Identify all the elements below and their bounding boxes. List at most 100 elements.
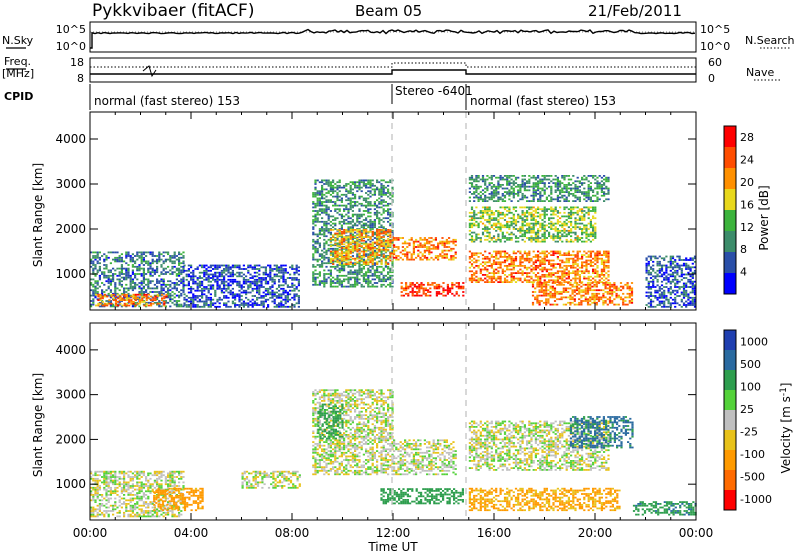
power-cell	[158, 292, 161, 295]
power-cell	[334, 208, 337, 211]
power-cell	[151, 260, 154, 263]
power-cell	[338, 258, 341, 261]
power-cell	[470, 281, 474, 283]
power-cell	[391, 264, 394, 266]
power-cell	[338, 282, 341, 284]
power-cell	[147, 278, 150, 281]
power-cell	[356, 186, 359, 189]
power-cell	[110, 302, 113, 305]
power-cell	[530, 211, 533, 214]
power-cell	[512, 217, 515, 220]
power-cell	[495, 268, 498, 271]
power-cell	[262, 273, 265, 276]
power-cell	[149, 264, 152, 266]
power-cell	[164, 301, 167, 304]
power-cell	[382, 267, 385, 270]
power-cell	[147, 262, 150, 265]
power-cell	[417, 240, 420, 243]
power-cell	[123, 273, 126, 275]
power-cell	[580, 294, 583, 297]
power-cell	[594, 272, 597, 274]
power-cell	[477, 277, 480, 280]
power-cell	[238, 300, 241, 303]
power-cell	[565, 219, 568, 221]
power-cell	[201, 295, 204, 297]
power-cell	[198, 280, 201, 283]
power-cell	[521, 213, 524, 216]
power-cell	[365, 259, 368, 262]
power-cell	[334, 210, 337, 212]
power-cell	[523, 215, 526, 218]
power-cell	[323, 201, 326, 203]
power-cell	[441, 249, 444, 252]
power-cell	[345, 263, 348, 265]
power-cell	[473, 254, 476, 256]
power-cell	[131, 303, 134, 306]
power-cell	[473, 211, 476, 214]
power-cell	[567, 208, 570, 211]
power-cell	[367, 258, 370, 261]
power-cell	[136, 265, 139, 268]
power-cell	[506, 281, 509, 283]
power-cell	[576, 240, 579, 243]
power-cell	[415, 246, 418, 248]
power-cell	[541, 233, 544, 236]
power-cell	[158, 253, 161, 256]
power-cell	[362, 247, 366, 249]
power-cell	[415, 238, 418, 241]
power-cell	[147, 271, 150, 274]
power-cell	[141, 297, 144, 300]
power-cell	[142, 267, 145, 270]
power-cell	[380, 213, 383, 216]
power-cell	[571, 291, 574, 293]
power-cell	[362, 179, 365, 182]
power-cell	[358, 234, 361, 237]
power-cell	[227, 282, 230, 285]
power-cell	[592, 226, 595, 229]
power-cell	[373, 211, 376, 214]
cpid-row: CPID normal (fast stereo) 153 Stereo -64…	[4, 84, 616, 110]
power-cell	[332, 181, 335, 184]
power-cell	[576, 256, 579, 258]
power-cell	[397, 237, 400, 239]
power-cell	[289, 266, 292, 269]
power-cell	[286, 305, 289, 308]
power-cell	[278, 296, 281, 299]
power-cell	[405, 283, 408, 286]
power-cell	[495, 254, 498, 256]
power-cell	[371, 238, 374, 241]
power-cell	[565, 259, 568, 262]
power-cell	[607, 270, 610, 273]
power-cell	[387, 208, 390, 211]
power-cell	[592, 257, 595, 260]
power-cell	[271, 293, 274, 296]
power-cell	[553, 282, 557, 284]
power-cell	[548, 281, 551, 283]
power-cell	[594, 252, 597, 255]
power-cell	[253, 304, 256, 306]
power-cell	[256, 284, 259, 287]
power-cell	[402, 287, 405, 290]
power-cell	[369, 265, 372, 268]
power-cell	[462, 294, 465, 297]
power-cell	[534, 287, 537, 290]
power-cell	[349, 186, 352, 189]
power-cell	[389, 282, 392, 284]
power-cell	[521, 265, 524, 267]
power-cell	[332, 282, 335, 284]
power-cell	[142, 282, 145, 284]
power-cell	[411, 287, 414, 290]
power-cell	[140, 267, 143, 270]
power-cell	[486, 261, 489, 264]
power-cell	[142, 256, 145, 259]
power-cell	[475, 272, 478, 274]
power-cell	[553, 287, 557, 290]
power-cell	[497, 250, 500, 253]
power-cell	[598, 279, 601, 282]
power-cell	[312, 278, 315, 281]
power-cell	[443, 240, 446, 243]
power-cell	[358, 186, 361, 189]
power-cell	[234, 280, 237, 283]
power-cell	[395, 255, 398, 257]
power-cell	[347, 226, 350, 229]
